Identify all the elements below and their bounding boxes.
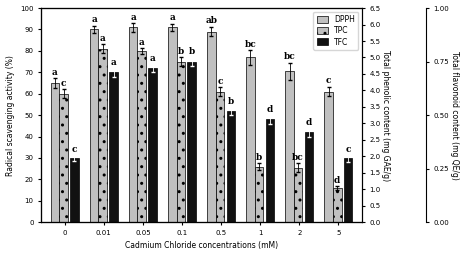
Text: d: d [267, 105, 273, 114]
Bar [285, 71, 294, 222]
Bar [129, 27, 137, 222]
Bar [90, 29, 98, 222]
Text: c: c [72, 145, 77, 154]
X-axis label: Cadmium Chloride concentrations (mM): Cadmium Chloride concentrations (mM) [125, 241, 278, 250]
Bar [305, 132, 313, 222]
Y-axis label: Total phenolic content (mg GAE/g): Total phenolic content (mg GAE/g) [382, 50, 391, 181]
Bar [324, 92, 333, 222]
Bar [109, 72, 118, 222]
Bar [207, 32, 216, 222]
Bar [266, 120, 274, 222]
Bar [333, 188, 342, 222]
Text: c: c [326, 76, 331, 85]
Bar [246, 57, 255, 222]
Bar [148, 68, 157, 222]
Bar [344, 158, 353, 222]
Text: c: c [346, 145, 351, 154]
Text: bc: bc [283, 51, 295, 60]
Bar [255, 167, 264, 222]
Text: b: b [189, 47, 195, 56]
Text: b: b [228, 97, 234, 105]
Text: bc: bc [292, 153, 304, 162]
Bar [168, 27, 176, 222]
Bar [70, 158, 79, 222]
Bar [98, 49, 107, 222]
Y-axis label: Radical scavenging activity (%): Radical scavenging activity (%) [6, 55, 15, 176]
Text: b: b [178, 47, 184, 56]
Text: d: d [306, 118, 312, 127]
Bar [227, 111, 235, 222]
Bar [51, 83, 59, 222]
Text: a: a [169, 13, 175, 22]
Bar [216, 92, 224, 222]
Bar [188, 62, 196, 222]
Bar [59, 94, 68, 222]
Text: a: a [100, 34, 106, 44]
Text: a: a [91, 15, 97, 24]
Legend: DPPH, TPC, TFC: DPPH, TPC, TFC [313, 12, 358, 50]
Text: d: d [334, 176, 340, 185]
Text: ab: ab [205, 16, 218, 25]
Text: bc: bc [245, 40, 256, 49]
Text: a: a [150, 54, 155, 63]
Text: a: a [111, 58, 117, 67]
Bar [176, 62, 185, 222]
Bar [294, 168, 302, 222]
Text: c: c [217, 77, 223, 86]
Text: a: a [139, 38, 145, 47]
Text: c: c [61, 79, 66, 88]
Text: a: a [130, 13, 136, 22]
Text: b: b [256, 153, 262, 162]
Y-axis label: Total flavonoid content (mg QE/g): Total flavonoid content (mg QE/g) [450, 51, 459, 180]
Text: a: a [52, 68, 58, 77]
Bar [137, 51, 146, 222]
